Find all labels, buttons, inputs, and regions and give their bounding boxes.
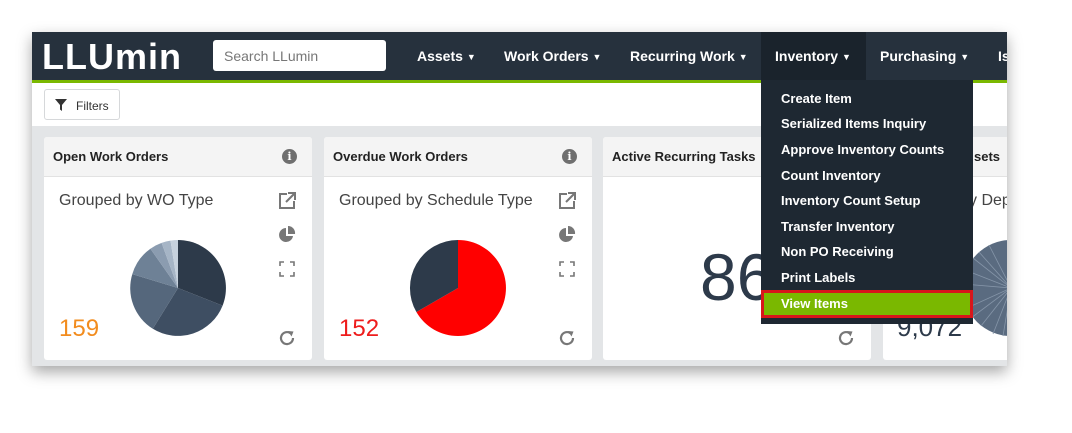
menu-item-serialized-items-inquiry[interactable]: Serialized Items Inquiry [781, 116, 927, 131]
assets-pie-chart[interactable] [961, 238, 1007, 338]
menu-item-approve-inventory-counts[interactable]: Approve Inventory Counts [781, 142, 945, 157]
pie-chart-icon[interactable] [558, 226, 576, 244]
card-overdue-work-orders: Overdue Work Orders i Grouped by Schedul… [324, 137, 592, 360]
menu-item-inventory-count-setup[interactable]: Inventory Count Setup [781, 193, 921, 208]
card-open-work-orders: Open Work Orders i Grouped by WO Type [44, 137, 312, 360]
accent-line [32, 80, 1007, 83]
menu-item-transfer-inventory[interactable]: Transfer Inventory [781, 219, 895, 234]
app-window: LLUmin Assets▼ Work Orders▼ Recurring Wo… [32, 32, 1007, 366]
nav-recurring-work-label: Recurring Work [630, 48, 735, 64]
inventory-dropdown-menu: Create Item Serialized Items Inquiry App… [761, 80, 973, 324]
llumin-logo[interactable]: LLUmin [42, 36, 182, 77]
filter-icon [55, 99, 67, 111]
nav-truncated[interactable]: Is [998, 32, 1007, 80]
refresh-icon[interactable] [837, 329, 855, 347]
nav-work-orders-label: Work Orders [504, 48, 589, 64]
menu-item-view-items-label: View Items [781, 296, 848, 311]
menu-item-count-inventory[interactable]: Count Inventory [781, 168, 881, 183]
filters-button[interactable]: Filters [44, 89, 120, 120]
nav-recurring-work[interactable]: Recurring Work ▼ [630, 32, 748, 80]
card-title: Overdue Work Orders [333, 149, 468, 164]
caret-down-icon: ▼ [466, 52, 476, 62]
top-navbar: LLUmin Assets▼ Work Orders▼ Recurring Wo… [32, 32, 1007, 80]
pie-chart-icon[interactable] [278, 226, 296, 244]
nav-truncated-label: Is [998, 48, 1007, 64]
card-title: Open Work Orders [53, 149, 169, 164]
overdue-wo-count[interactable]: 152 [339, 315, 380, 342]
menu-item-non-po-receiving[interactable]: Non PO Receiving [781, 244, 894, 259]
card-header: Overdue Work Orders i [324, 137, 592, 177]
filters-label: Filters [76, 99, 109, 113]
nav-inventory[interactable]: Inventory ▼ [761, 32, 866, 80]
nav-purchasing[interactable]: Purchasing ▼ [880, 32, 969, 80]
caret-down-icon: ▼ [738, 52, 748, 62]
card-subtitle: y Dep [969, 192, 1007, 209]
external-link-icon[interactable] [558, 192, 576, 210]
card-subtitle: Grouped by Schedule Type [339, 192, 533, 209]
nav-work-orders[interactable]: Work Orders ▼ [504, 32, 601, 80]
caret-down-icon: ▼ [960, 52, 970, 62]
nav-inventory-label: Inventory [775, 48, 839, 64]
nav-assets-label: Assets [417, 48, 463, 64]
card-title: Active Recurring Tasks [612, 149, 756, 164]
card-header: Open Work Orders i [44, 137, 312, 177]
expand-icon[interactable] [558, 260, 576, 278]
info-icon[interactable]: i [562, 149, 577, 164]
nav-assets[interactable]: Assets ▼ [417, 32, 476, 80]
wo-type-pie-chart[interactable] [128, 238, 228, 338]
caret-down-icon: ▼ [592, 52, 602, 62]
schedule-type-pie-chart[interactable] [408, 238, 508, 338]
nav-purchasing-label: Purchasing [880, 48, 957, 64]
menu-item-create-item[interactable]: Create Item [781, 91, 852, 106]
search-input[interactable] [213, 40, 386, 71]
info-icon[interactable]: i [282, 149, 297, 164]
refresh-icon[interactable] [278, 329, 296, 347]
menu-item-print-labels[interactable]: Print Labels [781, 270, 856, 285]
expand-icon[interactable] [278, 260, 296, 278]
external-link-icon[interactable] [278, 192, 296, 210]
card-title: sets [974, 149, 1001, 164]
caret-down-icon: ▼ [842, 52, 851, 62]
open-wo-count[interactable]: 159 [59, 315, 100, 342]
card-subtitle: Grouped by WO Type [59, 192, 214, 209]
refresh-icon[interactable] [558, 329, 576, 347]
menu-item-view-items[interactable]: View Items [761, 290, 973, 318]
